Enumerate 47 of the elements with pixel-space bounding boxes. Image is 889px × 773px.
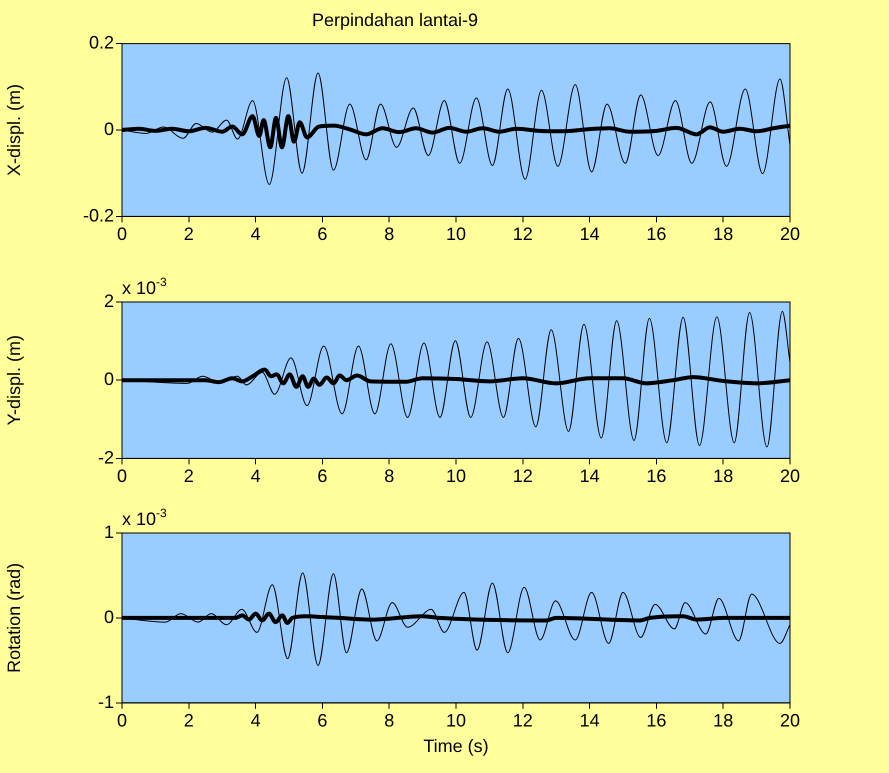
y-tick-label: 0	[104, 118, 114, 139]
x-tick-label: 10	[446, 224, 466, 244]
y-axis-title: X-displ. (m)	[4, 84, 24, 176]
x-tick-label: 0	[116, 466, 128, 486]
x-axis-title: Time (s)	[423, 736, 489, 756]
x-tick-label: 8	[384, 710, 394, 731]
y-tick-label: 0	[104, 369, 114, 390]
y-tick-label: 0	[104, 606, 114, 627]
x-tick-label: 18	[713, 466, 734, 486]
x-tick-label: 18	[713, 224, 734, 244]
x-tick-label: 16	[646, 224, 666, 244]
x-tick-label: 20	[780, 224, 800, 244]
x-tick-label: 2	[184, 710, 194, 731]
x-tick-label: 16	[646, 466, 666, 486]
chart-title: Perpindahan lantai-9	[312, 10, 478, 30]
x-tick-label: 16	[646, 710, 666, 731]
x-tick-label: 12	[512, 466, 533, 486]
x-tick-label: 6	[317, 710, 328, 731]
x-tick-label: 20	[780, 710, 800, 731]
x-tick-label: 14	[580, 466, 600, 486]
y-tick-label: -2	[98, 447, 114, 468]
x-tick-label: 8	[384, 466, 394, 486]
y-axis-title: Rotation (rad)	[4, 562, 24, 673]
x-tick-label: 0	[116, 710, 128, 731]
x-tick-label: 4	[250, 466, 261, 486]
x-tick-label: 12	[512, 224, 533, 244]
x-tick-label: 8	[384, 224, 394, 244]
x-tick-label: 18	[713, 710, 734, 731]
x-tick-label: 14	[580, 710, 600, 731]
x-tick-label: 14	[580, 224, 600, 244]
y-tick-label: -0.2	[82, 205, 114, 226]
x-tick-label: 6	[317, 224, 328, 244]
x-tick-label: 2	[184, 224, 194, 244]
x-tick-label: 12	[512, 710, 533, 731]
x-tick-label: 2	[184, 466, 194, 486]
x-tick-label: 4	[250, 710, 261, 731]
x-tick-label: 10	[446, 466, 466, 486]
x-tick-label: 6	[317, 466, 328, 486]
x-tick-label: 20	[780, 466, 800, 486]
y-tick-label: 2	[104, 290, 114, 311]
x-tick-label: 0	[116, 224, 128, 244]
y-axis-title: Y-displ. (m)	[4, 335, 24, 426]
y-tick-label: -1	[98, 692, 114, 712]
y-tick-label: 1	[104, 522, 114, 542]
y-tick-label: 0.2	[88, 32, 114, 53]
x-tick-label: 4	[250, 224, 261, 244]
x-tick-label: 10	[446, 710, 466, 731]
